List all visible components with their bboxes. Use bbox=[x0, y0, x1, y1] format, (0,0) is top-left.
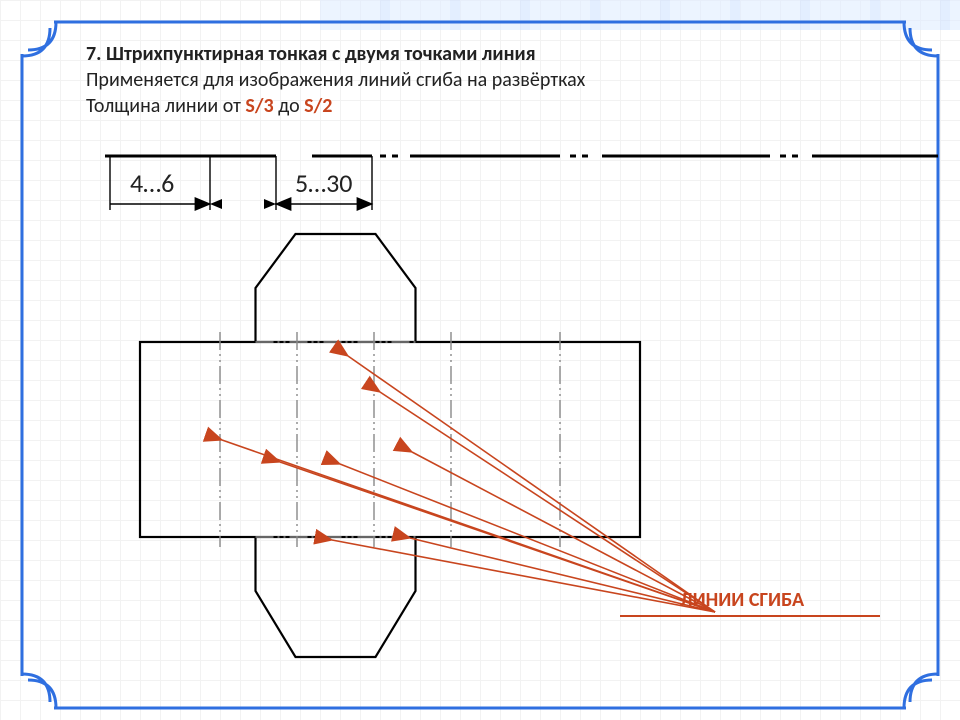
svg-text:4…6: 4…6 bbox=[130, 167, 174, 199]
svg-text:5…30: 5…30 bbox=[295, 167, 352, 199]
thickness-b: S/2 bbox=[304, 94, 332, 118]
thickness-prefix: Толщина линии от bbox=[86, 94, 245, 118]
thickness-line: Толщина линии от S/3 до S/2 bbox=[86, 94, 906, 118]
thickness-mid: до bbox=[274, 94, 305, 118]
thickness-a: S/3 bbox=[245, 94, 273, 118]
title: 7. Штрихпунктирная тонкая с двумя точкам… bbox=[86, 42, 906, 66]
description: Применяется для изображения линий сгиба … bbox=[86, 68, 906, 92]
diagram-svg: 4…6 5…30 bbox=[60, 132, 940, 702]
callout-label: ЛИНИИ СГИБА bbox=[680, 588, 804, 612]
heading-block: 7. Штрихпунктирная тонкая с двумя точкам… bbox=[86, 42, 906, 120]
